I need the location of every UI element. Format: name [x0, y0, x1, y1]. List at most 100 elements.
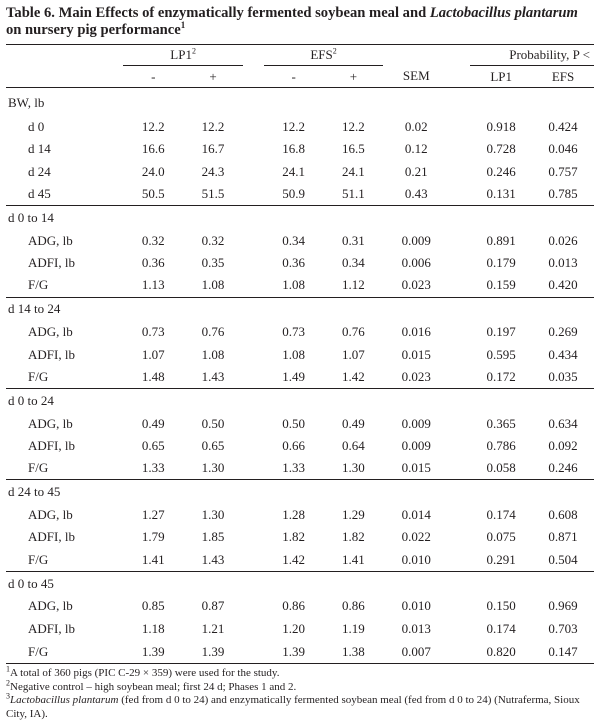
cell-p-efs: 0.504: [548, 551, 578, 567]
cell-efs-plus: 0.31: [342, 232, 365, 248]
cell-sem: 0.023: [401, 277, 431, 293]
column-gap: [243, 230, 264, 252]
column-gap: [243, 504, 264, 526]
cell-sem: 0.12: [404, 141, 428, 157]
cell-efs-plus: 1.07: [342, 346, 365, 362]
section-label: BW, lb: [8, 95, 45, 110]
section-label: d 0 to 24: [6, 387, 594, 413]
column-gap: [243, 252, 264, 274]
cell-p-lp1: 0.918: [486, 119, 516, 135]
cell-lp1-minus: 1.48: [141, 368, 165, 384]
cell-sem: 0.009: [401, 415, 431, 431]
cell-p-efs: 0.757: [548, 163, 578, 179]
cell-p-lp1: 0.291: [486, 551, 516, 567]
cell-lp1-minus: 1.33: [141, 460, 165, 476]
column-gap: [449, 618, 470, 640]
row-label: d 45: [28, 186, 51, 202]
column-gap: [449, 161, 470, 183]
table-row: ADG, lb 0.73 0.76 0.73 0.76 0.016 0.197 0.269: [6, 321, 594, 343]
cell-p-efs: 0.092: [548, 437, 578, 453]
cell-p-lp1: 0.365: [486, 415, 516, 431]
cell-efs-minus: 1.08: [282, 346, 306, 362]
cell-p-efs: 0.785: [548, 186, 578, 202]
cell-efs-plus: 0.76: [342, 324, 365, 340]
lp1-minus-header: -: [123, 65, 184, 88]
column-gap: [243, 138, 264, 160]
section-label: d 24 to 45: [6, 479, 594, 504]
column-gap: [449, 252, 470, 274]
cell-efs-minus: 0.66: [282, 437, 306, 453]
cell-p-lp1: 0.595: [486, 346, 516, 362]
cell-lp1-minus: 0.36: [141, 255, 165, 271]
cell-p-lp1: 0.179: [486, 255, 516, 271]
column-gap: [449, 230, 470, 252]
section-label: d 0 to 14: [6, 205, 594, 230]
cell-lp1-plus: 1.43: [201, 551, 225, 567]
probability-group-header: Probability, P <: [470, 44, 594, 66]
cell-efs-plus: 16.5: [342, 141, 365, 157]
footnote-3: 3Lactobacillus plantarum (fed from d 0 t…: [6, 691, 580, 720]
cell-efs-minus: 12.2: [282, 119, 306, 135]
cell-efs-plus: 0.64: [342, 437, 365, 453]
table-title: Table 6. Main Effects of enzymatically f…: [6, 5, 594, 39]
cell-p-efs: 0.969: [548, 598, 578, 614]
cell-sem: 0.009: [401, 232, 431, 248]
cell-lp1-plus: 0.87: [201, 598, 225, 614]
cell-p-efs: 0.013: [548, 255, 578, 271]
cell-sem: 0.21: [404, 163, 428, 179]
row-label: ADFI, lb: [28, 529, 75, 545]
column-gap: [243, 618, 264, 640]
column-gap: [243, 183, 264, 206]
cell-efs-minus: 0.34: [282, 232, 306, 248]
row-label: ADFI, lb: [28, 255, 75, 271]
cell-efs-plus: 24.1: [342, 163, 365, 179]
column-gap: [449, 274, 470, 297]
cell-lp1-plus: 16.7: [201, 141, 225, 157]
row-label: F/G: [28, 368, 49, 384]
row-label: ADG, lb: [28, 415, 73, 431]
cell-efs-minus: 0.73: [282, 324, 306, 340]
table-row: d 24 24.0 24.3 24.1 24.1 0.21 0.246 0.757: [6, 161, 594, 183]
cell-lp1-plus: 24.3: [201, 163, 225, 179]
cell-p-lp1: 0.058: [486, 460, 516, 476]
efs-minus-header: -: [263, 65, 324, 88]
cell-efs-minus: 0.50: [282, 415, 306, 431]
section-row: d 0 to 14: [6, 205, 594, 230]
efs-group-header: EFS2: [263, 44, 384, 66]
column-gap: [243, 116, 264, 138]
column-gap: [243, 366, 264, 389]
cell-sem: 0.022: [401, 529, 431, 545]
cell-efs-minus: 0.36: [282, 255, 306, 271]
table-row: d 14 16.6 16.7 16.8 16.5 0.12 0.728 0.046: [6, 138, 594, 160]
row-label: d 14: [28, 141, 51, 157]
column-gap: [449, 116, 470, 138]
row-label: ADG, lb: [28, 507, 73, 522]
section-row: BW, lb: [6, 88, 594, 117]
column-gap: [243, 435, 264, 457]
cell-lp1-minus: 0.73: [141, 324, 165, 340]
cell-sem: 0.010: [401, 598, 431, 614]
cell-lp1-minus: 50.5: [141, 186, 165, 202]
footnote-1: 1A total of 360 pigs (PIC C-29 × 359) we…: [6, 664, 280, 680]
cell-efs-minus: 1.49: [282, 368, 306, 384]
p-lp1-header: LP1: [470, 65, 533, 88]
cell-p-efs: 0.434: [548, 346, 578, 362]
cell-p-efs: 0.703: [548, 620, 578, 636]
cell-lp1-minus: 1.41: [141, 551, 165, 567]
cell-lp1-plus: 0.50: [201, 415, 225, 431]
cell-lp1-plus: 1.30: [201, 507, 225, 522]
cell-lp1-minus: 0.85: [141, 598, 165, 614]
cell-p-efs: 0.246: [548, 460, 578, 476]
table-body: BW, lb d 0 12.2 12.2 12.2 12.2 0.02 0.918 0.424 d…: [6, 88, 594, 665]
cell-sem: 0.43: [404, 186, 428, 202]
cell-lp1-plus: 0.76: [201, 324, 225, 340]
row-label: F/G: [28, 277, 49, 293]
cell-sem: 0.015: [401, 460, 431, 476]
section-label: d 0 to 45: [6, 570, 594, 596]
column-gap: [449, 435, 470, 457]
lp1-group-header: LP12: [123, 44, 243, 66]
table-row: ADFI, lb 0.36 0.35 0.36 0.34 0.006 0.179 0.013: [6, 252, 594, 274]
row-label: ADFI, lb: [28, 437, 75, 453]
table-row: ADG, lb 0.85 0.87 0.86 0.86 0.010 0.150 0.969: [6, 595, 594, 617]
section-row: d 14 to 24: [6, 296, 594, 322]
